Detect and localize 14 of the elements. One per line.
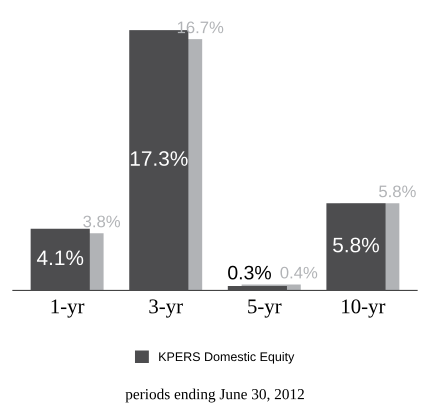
text: periods ending June 30, 2012 [126, 388, 304, 402]
data-label: 3.8% [83, 216, 120, 228]
data-label: 4.1% [36, 250, 84, 266]
data-label: 5.8% [333, 238, 379, 252]
x-tick-label: 1-yr [52, 299, 84, 318]
data-label: 17.3% [130, 151, 188, 166]
data-label: 0.3% [228, 266, 271, 280]
data-label: 0.4% [280, 266, 318, 279]
data-label: 5.8% [379, 185, 416, 198]
x-tick-label: 10-yr [342, 299, 386, 318]
data-label: 16.7% [178, 21, 224, 34]
x-tick-label: 5-yr [248, 300, 282, 318]
x-tick-label: 3-yr [149, 299, 183, 318]
legend-label: KPERS Domestic Equity [159, 352, 294, 364]
